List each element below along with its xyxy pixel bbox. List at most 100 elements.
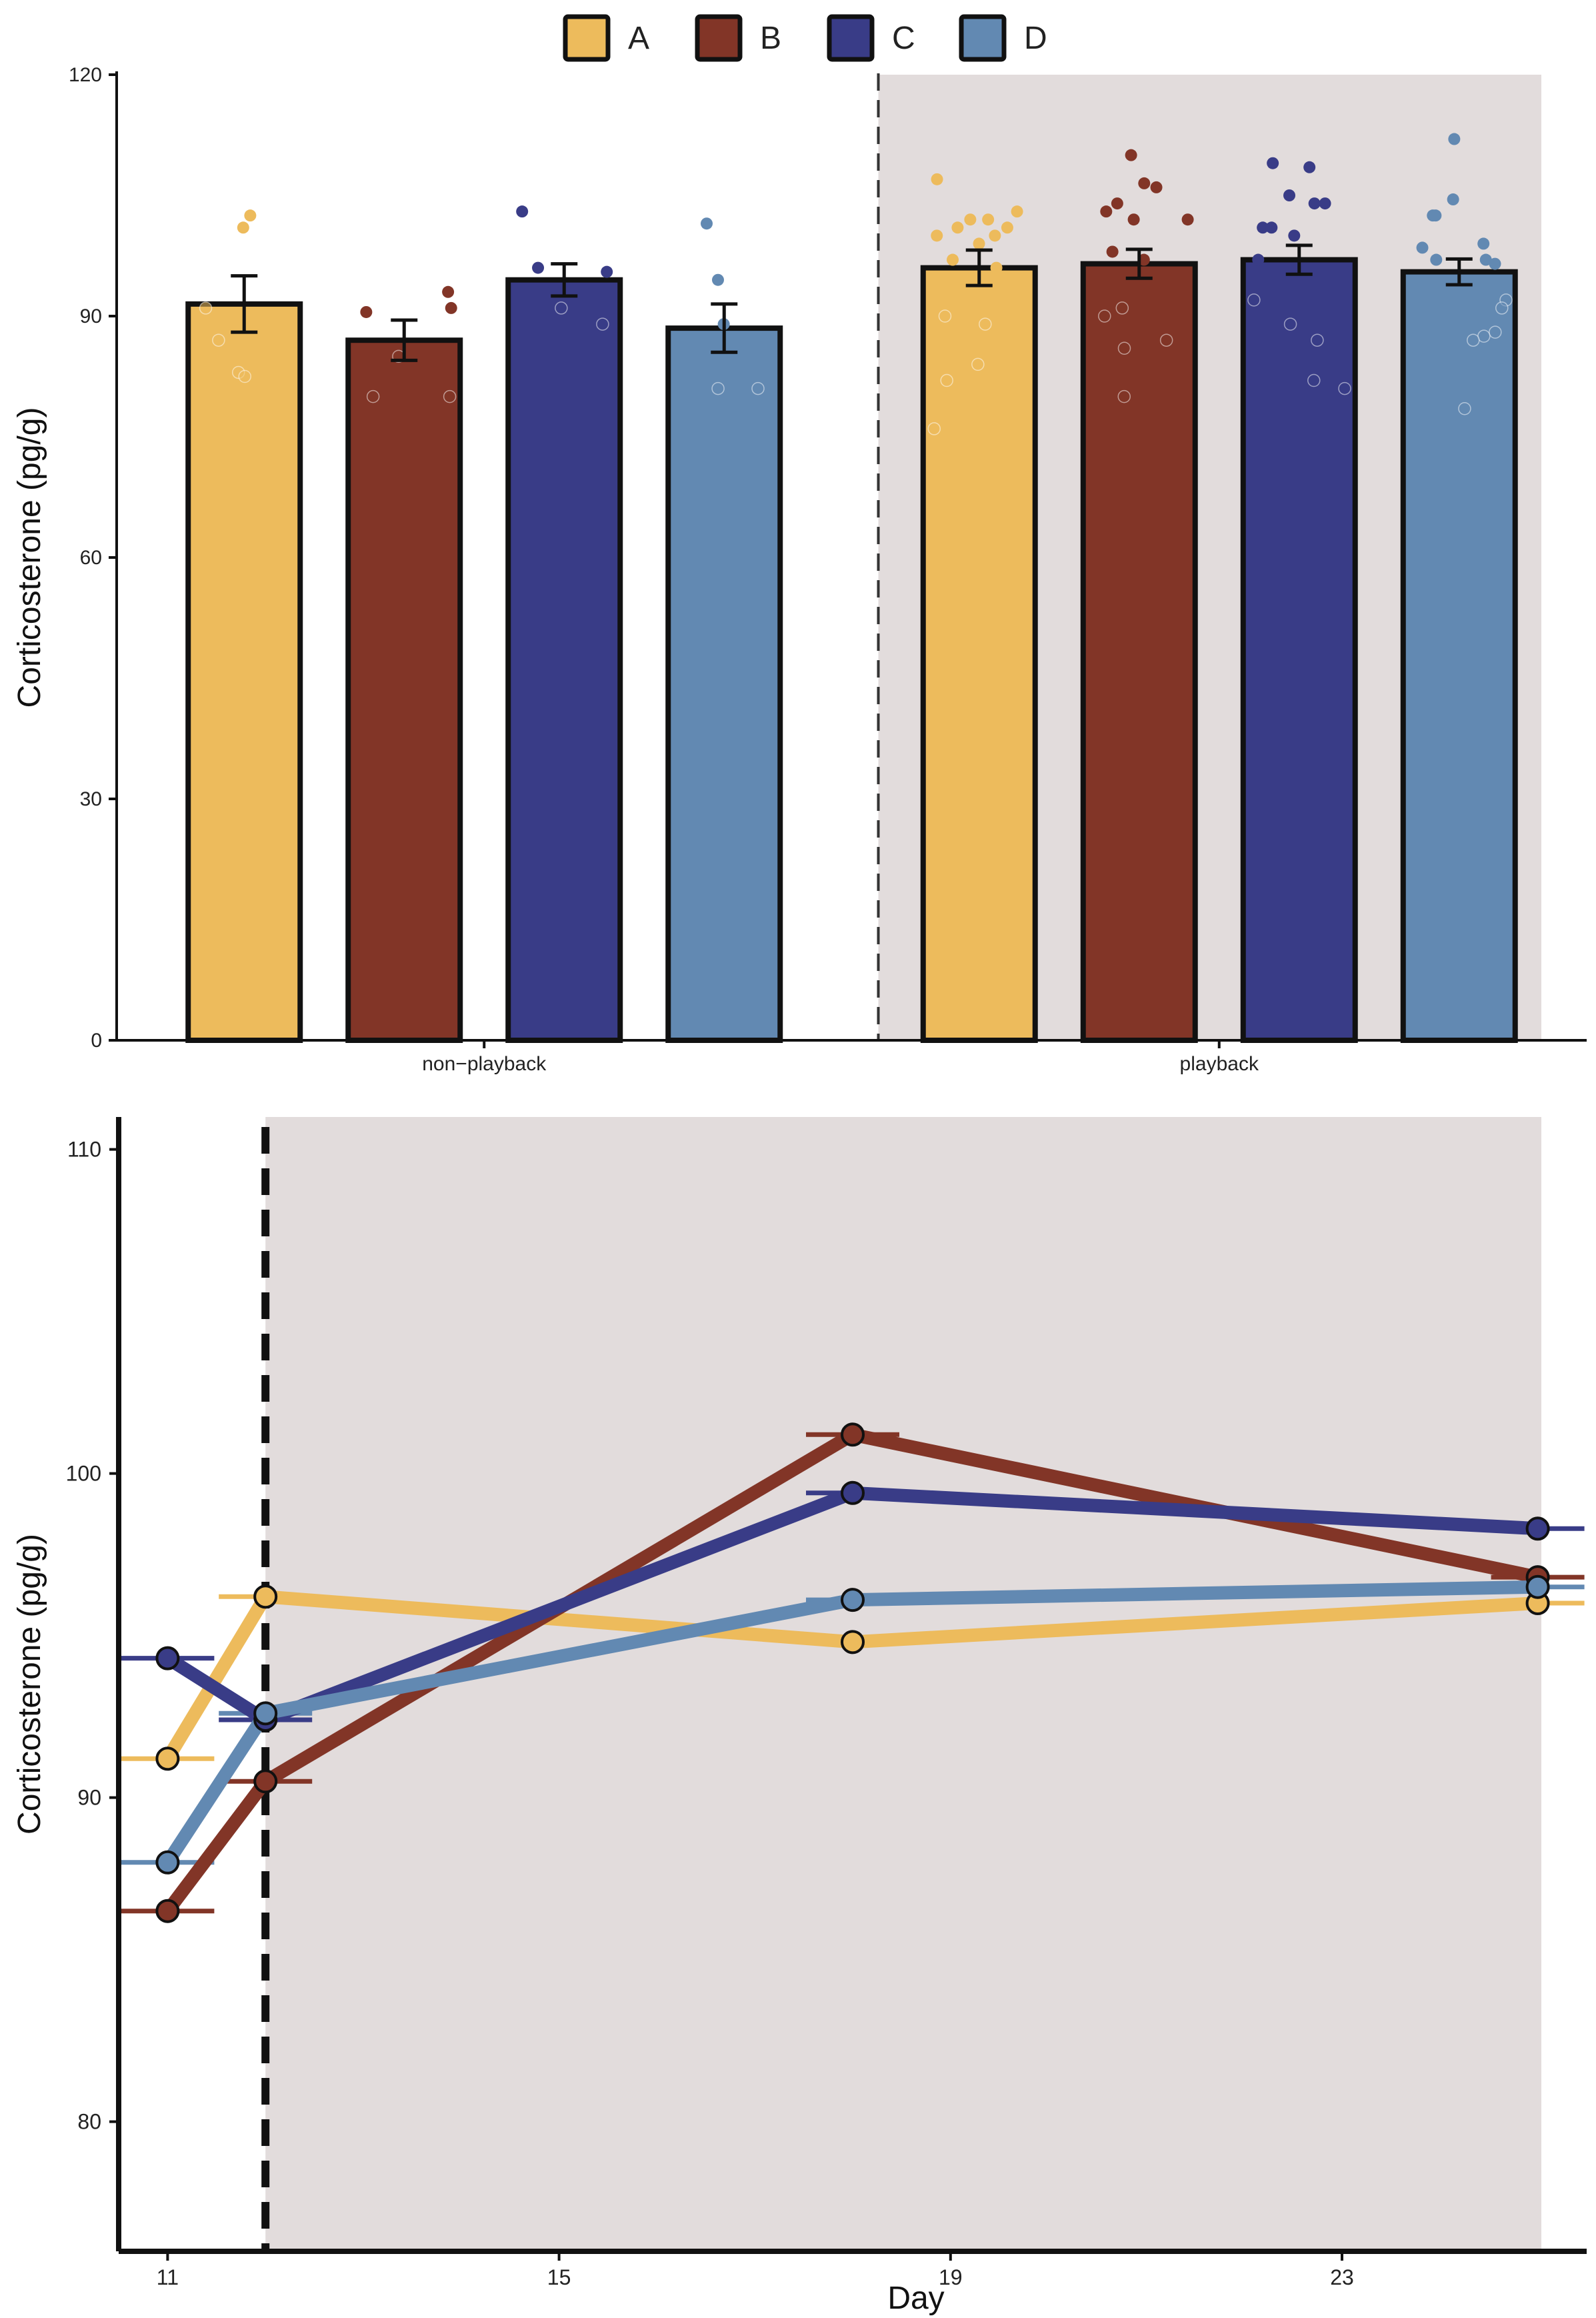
data-point-c — [1283, 189, 1296, 201]
error-bar-b — [1125, 247, 1153, 280]
data-point-b — [1150, 181, 1163, 193]
series-line-a — [161, 1590, 1539, 1763]
data-point-a — [238, 369, 251, 383]
legend-label-a: A — [628, 21, 649, 56]
data-point-c — [596, 317, 609, 331]
data-point-c — [1288, 229, 1301, 242]
data-point-b — [1098, 309, 1111, 323]
data-point-d — [751, 381, 765, 395]
data-point-b — [442, 285, 455, 298]
data-point-c — [1252, 253, 1265, 266]
data-point-b — [360, 305, 373, 318]
line-marks — [121, 1422, 1585, 1923]
bar-c-non-playback — [505, 277, 623, 1044]
point-a — [841, 1630, 865, 1654]
x-tick-label: 23 — [1330, 2265, 1354, 2289]
point-d — [841, 1588, 865, 1612]
x-tick-label: 11 — [157, 2265, 179, 2289]
data-point-b — [366, 389, 380, 403]
bar-b-playback — [1080, 261, 1198, 1044]
legend-swatch-a — [563, 14, 611, 62]
playback-shade — [265, 1117, 1542, 2251]
point-c — [841, 1480, 865, 1505]
data-point-c — [1338, 381, 1351, 395]
point-a — [253, 1584, 278, 1609]
point-b — [253, 1769, 278, 1794]
line-chart: 80 90 100 110 11 15 19 23 Corticosterone (pg/g)… — [12, 1117, 1587, 2316]
error-bar-d — [1445, 257, 1473, 287]
data-point-d — [1430, 253, 1443, 266]
y-tick-label: 120 — [69, 64, 102, 86]
legend-label-c: C — [892, 21, 915, 56]
bar-d-playback — [1400, 269, 1518, 1044]
data-point-b — [1117, 341, 1131, 355]
data-point-a — [1011, 205, 1023, 218]
y-tick-label: 110 — [67, 1138, 101, 1162]
data-point-c — [516, 205, 529, 218]
legend-swatch-d — [959, 14, 1007, 62]
legend-label-b: B — [760, 21, 781, 56]
y-tick-label: 100 — [66, 1462, 101, 1486]
data-point-a — [199, 301, 213, 315]
data-point-a — [947, 253, 959, 266]
y-tick-label: 90 — [77, 1786, 101, 1810]
point-b — [841, 1422, 865, 1447]
point-d — [1525, 1574, 1550, 1599]
data-point-b — [1127, 213, 1140, 226]
error-bar-a — [965, 248, 993, 287]
data-point-d — [711, 273, 724, 286]
data-point-b — [443, 389, 457, 403]
data-point-b — [1106, 245, 1119, 258]
legend: A B C D — [563, 14, 1047, 62]
data-point-a — [951, 221, 964, 234]
series-line-c — [164, 1486, 1539, 1726]
data-point-d — [711, 381, 725, 395]
y-tick-label: 80 — [77, 2110, 101, 2134]
data-point-b — [1100, 205, 1113, 218]
y-tick-label: 0 — [91, 1030, 102, 1052]
data-point-a — [979, 317, 992, 331]
data-point-a — [938, 309, 952, 323]
point-d — [253, 1701, 278, 1726]
data-point-a — [927, 422, 941, 435]
bar-chart: 0 30 60 90 120 non−playback playback Corticost… — [12, 64, 1587, 1075]
data-point-d — [1447, 193, 1459, 206]
bar-axes: 0 30 60 90 120 non−playback playback — [69, 64, 1587, 1075]
bar-y-axis-label: Corticosterone (pg/g) — [12, 407, 47, 708]
data-point-d — [1458, 402, 1471, 415]
data-point-b — [445, 301, 457, 314]
data-point-d — [1479, 253, 1492, 266]
legend-swatch-c — [827, 14, 875, 62]
data-point-a — [212, 333, 225, 347]
data-point-c — [1283, 317, 1297, 331]
bar-d-non-playback — [665, 325, 783, 1044]
point-a — [155, 1747, 180, 1771]
data-point-d — [1477, 237, 1490, 250]
data-point-c — [1311, 333, 1324, 347]
line-x-axis-label: Day — [887, 2281, 944, 2316]
data-point-d — [700, 217, 713, 230]
error-bar-c — [1285, 243, 1313, 276]
line-y-axis-label: Corticosterone (pg/g) — [12, 1534, 47, 1835]
data-point-c — [1303, 161, 1316, 173]
bar-a-non-playback — [185, 301, 303, 1043]
point-d — [155, 1850, 180, 1875]
error-bar-b — [391, 318, 418, 362]
data-point-c — [1265, 221, 1278, 234]
data-point-c — [601, 265, 613, 278]
data-point-d — [1495, 301, 1509, 315]
data-point-a — [237, 221, 249, 234]
error-bar-a — [231, 274, 258, 334]
data-point-c — [532, 261, 545, 274]
data-point-c — [1308, 197, 1321, 210]
data-point-d — [1467, 333, 1480, 347]
data-point-a — [931, 229, 943, 242]
data-point-b — [1138, 177, 1151, 189]
data-point-b — [1181, 213, 1194, 226]
data-point-b — [1137, 253, 1150, 266]
data-point-d — [1477, 329, 1491, 343]
point-c — [155, 1646, 180, 1670]
data-point-a — [990, 261, 1003, 274]
x-tick-label: 15 — [547, 2265, 571, 2289]
